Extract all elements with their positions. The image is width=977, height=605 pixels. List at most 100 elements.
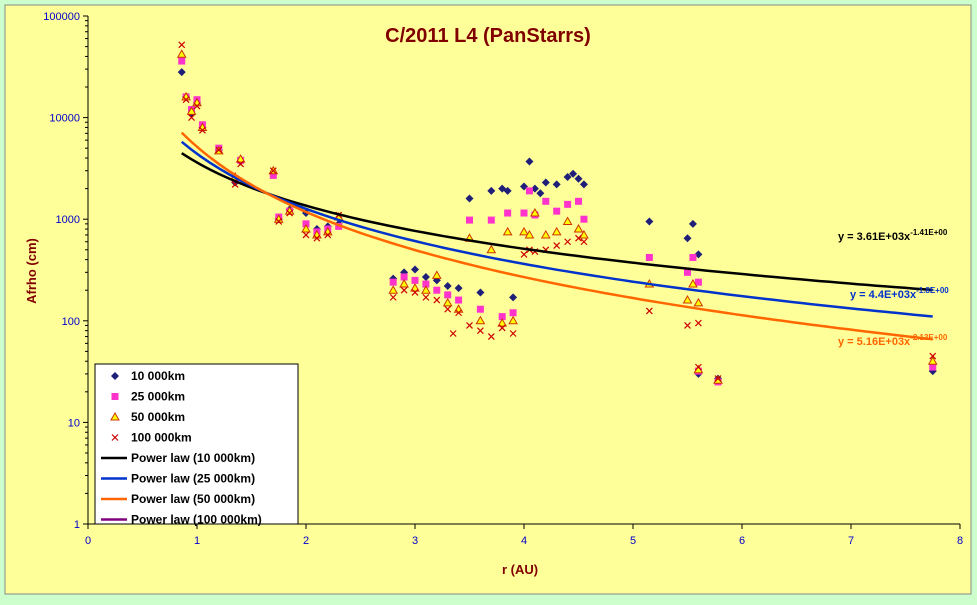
data-point-series-4-stroke: [188, 114, 195, 122]
data-point-series-3: [524, 229, 535, 239]
legend-label-fit-3: Power law (50 000km): [131, 492, 255, 506]
x-axis-label: r (AU): [502, 562, 538, 577]
legend-marker-series-3: [110, 411, 120, 421]
data-point-series-4-stroke: [498, 324, 506, 332]
data-point-series-4-stroke: [215, 146, 223, 154]
data-point-series-2: [302, 220, 310, 228]
legend-marker-series-4: [111, 434, 119, 441]
fit-line-2: [180, 140, 933, 318]
fit-line-3: [180, 131, 933, 341]
data-point-series-2: [929, 363, 937, 371]
data-point-series-4: [433, 296, 441, 304]
data-point-series-1: [443, 282, 452, 291]
data-point-series-2: [444, 291, 452, 299]
data-point-series-4: [302, 231, 310, 239]
data-point-series-2: [694, 278, 702, 286]
data-point-series-2: [178, 57, 186, 65]
x-tick-label: 5: [630, 535, 636, 547]
data-point-series-1: [177, 68, 186, 77]
data-point-series-3: [551, 226, 562, 236]
data-point-series-4: [215, 146, 223, 154]
data-point-series-4: [286, 209, 294, 217]
data-point-series-2: [389, 278, 397, 286]
data-point-series-2: [689, 253, 697, 261]
data-point-series-2: [542, 197, 550, 205]
data-point-series-1: [421, 272, 430, 281]
data-point-series-4: [313, 234, 321, 242]
data-point-series-4: [580, 238, 588, 246]
data-point-series-2: [553, 207, 561, 215]
data-point-series-3: [186, 106, 197, 115]
legend-label-series-4: 100 000km: [131, 431, 192, 445]
data-point-series-4: [929, 352, 937, 360]
data-point-series-4: [476, 327, 484, 335]
data-point-series-4-stroke: [324, 231, 332, 239]
data-point-series-2: [466, 216, 473, 224]
data-point-series-1: [688, 219, 697, 228]
data-point-series-4: [553, 242, 561, 250]
data-point-series-2: [580, 215, 588, 223]
data-point-series-4-stroke: [389, 293, 397, 301]
data-point-series-4-stroke: [400, 286, 408, 294]
data-point-series-3: [502, 226, 513, 236]
data-point-series-4-stroke: [645, 307, 653, 315]
data-point-series-1: [536, 189, 545, 198]
data-point-series-1: [454, 284, 463, 293]
data-point-series-4-stroke: [684, 322, 691, 329]
data-point-series-3: [497, 318, 508, 327]
data-point-series-1: [503, 186, 512, 195]
data-point-series-4-stroke: [237, 160, 245, 168]
x-tick-label: 6: [739, 535, 745, 547]
data-point-series-2: [504, 209, 512, 217]
data-point-series-3: [176, 49, 187, 58]
data-point-series-3: [475, 315, 486, 325]
data-point-series-4: [269, 167, 277, 175]
data-point-series-1: [569, 169, 578, 178]
data-point-series-4: [498, 324, 506, 332]
legend-label-series-3: 50 000km: [131, 410, 185, 424]
data-point-series-3: [693, 297, 704, 307]
legend-label-series-2: 25 000km: [131, 390, 185, 404]
data-point-series-4: [178, 41, 186, 49]
data-point-series-4: [400, 286, 408, 294]
y-axis-label: Afrho (cm): [24, 238, 39, 304]
data-point-series-4-stroke: [476, 327, 484, 335]
data-point-series-3: [486, 244, 497, 254]
data-point-series-4: [411, 289, 419, 296]
data-point-series-4: [324, 231, 332, 239]
data-point-series-4: [199, 126, 206, 134]
data-point-series-4: [684, 322, 691, 329]
data-point-series-4: [466, 322, 473, 329]
data-point-series-4: [389, 293, 397, 301]
data-point-series-4: [275, 218, 283, 225]
data-point-series-4-stroke: [564, 238, 572, 246]
data-point-series-3: [688, 279, 698, 288]
data-point-series-4-stroke: [694, 319, 702, 327]
data-point-series-4-stroke: [302, 231, 310, 239]
data-point-series-4-stroke: [178, 41, 186, 49]
data-point-series-2: [684, 268, 691, 276]
data-point-series-3: [519, 226, 529, 236]
data-point-series-3: [540, 229, 551, 239]
data-point-series-4: [575, 234, 582, 242]
data-point-series-4: [422, 293, 430, 301]
data-point-series-1: [552, 180, 561, 189]
data-point-series-3: [301, 224, 311, 233]
data-point-series-2: [520, 209, 528, 217]
data-point-series-4-stroke: [580, 238, 588, 246]
data-point-series-2: [400, 273, 408, 281]
data-point-series-1: [509, 293, 518, 302]
data-point-series-4: [694, 363, 702, 371]
data-point-series-4-stroke: [199, 126, 206, 134]
data-point-series-1: [525, 157, 534, 166]
data-point-series-4-stroke: [433, 296, 441, 304]
data-point-series-4-stroke: [466, 322, 473, 329]
x-tick-label: 4: [521, 535, 527, 547]
data-point-series-4: [444, 305, 452, 313]
data-point-series-4: [645, 307, 653, 315]
data-point-series-1: [487, 186, 496, 195]
legend-marker-series-4-stroke: [111, 434, 119, 441]
data-point-series-2: [645, 253, 653, 261]
data-point-series-3: [562, 216, 573, 225]
data-point-series-4-stroke: [694, 363, 702, 371]
